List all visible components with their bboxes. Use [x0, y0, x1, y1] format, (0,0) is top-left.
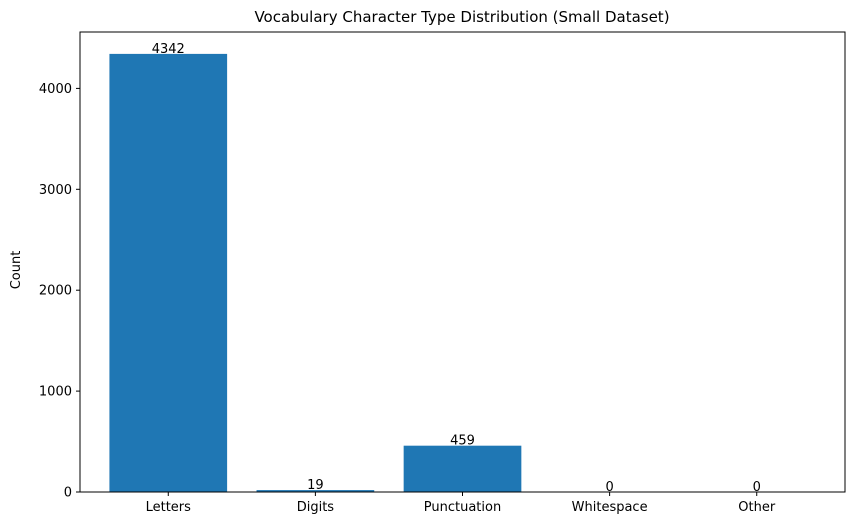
data-label-letters: 4342	[152, 42, 185, 57]
plot-frame	[79, 31, 846, 493]
y-tick-label: 1000	[39, 385, 72, 400]
data-label-whitespace: 0	[605, 480, 613, 495]
x-axis-ticks: Letters Digits Punctuation Whitespace Other	[146, 492, 776, 515]
x-tick-label-whitespace: Whitespace	[572, 500, 648, 515]
data-label-digits: 19	[307, 478, 324, 493]
chart-title: Vocabulary Character Type Distribution (…	[254, 8, 669, 26]
data-label-punctuation: 459	[450, 434, 475, 449]
bar-letters	[109, 53, 228, 493]
y-tick-label: 0	[64, 486, 72, 501]
x-tick-label-other: Other	[738, 500, 776, 515]
x-tick-label-letters: Letters	[146, 500, 192, 515]
data-label-other: 0	[753, 480, 761, 495]
bars-group	[109, 53, 522, 493]
bar-punctuation	[403, 445, 522, 492]
x-tick-label-punctuation: Punctuation	[424, 500, 501, 515]
y-tick-label: 2000	[39, 284, 72, 299]
x-tick-label-digits: Digits	[297, 500, 335, 515]
bar-digits	[256, 490, 375, 492]
y-tick-label: 3000	[39, 183, 72, 198]
y-axis-ticks: 0 1000 2000 3000 4000	[39, 82, 80, 501]
y-tick-label: 4000	[39, 82, 72, 97]
y-axis-label: Count	[9, 251, 24, 290]
data-labels-group: 4342 19 459 0 0	[152, 42, 761, 495]
